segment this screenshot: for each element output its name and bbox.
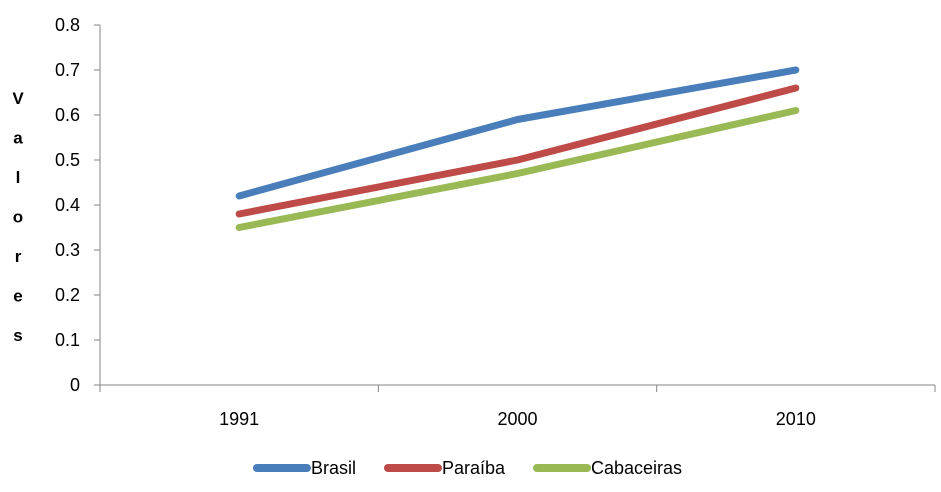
y-tick-label: 0.7	[55, 60, 80, 80]
y-axis-label-letter: e	[13, 287, 22, 306]
y-ticks: 0 0.1 0.2 0.3 0.4 0.5 0.6 0.7 0.8	[55, 15, 100, 395]
y-tick-label: 0.5	[55, 150, 80, 170]
y-tick-label: 0.6	[55, 105, 80, 125]
x-ticks: 1991 2000 2010	[99, 385, 936, 429]
y-tick-label: 0.2	[55, 285, 80, 305]
x-tick-label: 1991	[219, 409, 259, 429]
y-axis-label-letter: l	[16, 168, 21, 187]
x-tick-label: 2010	[776, 409, 816, 429]
series-lines	[235, 66, 800, 231]
y-axis-label-letter: s	[13, 326, 22, 345]
series-line-para-ba	[235, 84, 800, 218]
y-axis-label-letter: o	[13, 208, 23, 227]
y-tick-label: 0.4	[55, 195, 80, 215]
legend-label: Cabaceiras	[591, 458, 682, 478]
series-line-cabaceiras	[235, 107, 800, 231]
series-line-brasil	[235, 66, 800, 200]
y-axis-label-letter: r	[15, 247, 22, 266]
axes	[99, 25, 935, 386]
y-tick-label: 0.1	[55, 330, 80, 350]
legend-label: Brasil	[311, 458, 356, 478]
y-axis-label-letter: a	[13, 129, 23, 148]
y-tick-label: 0.8	[55, 15, 80, 35]
y-tick-label: 0	[70, 375, 80, 395]
legend: Brasil Paraíba Cabaceiras	[252, 458, 682, 478]
y-tick-label: 0.3	[55, 240, 80, 260]
x-tick-label: 2000	[497, 409, 537, 429]
y-axis-label-letter: V	[12, 89, 24, 108]
y-axis-label: Va l o r e s	[12, 89, 24, 345]
legend-label: Paraíba	[442, 458, 506, 478]
